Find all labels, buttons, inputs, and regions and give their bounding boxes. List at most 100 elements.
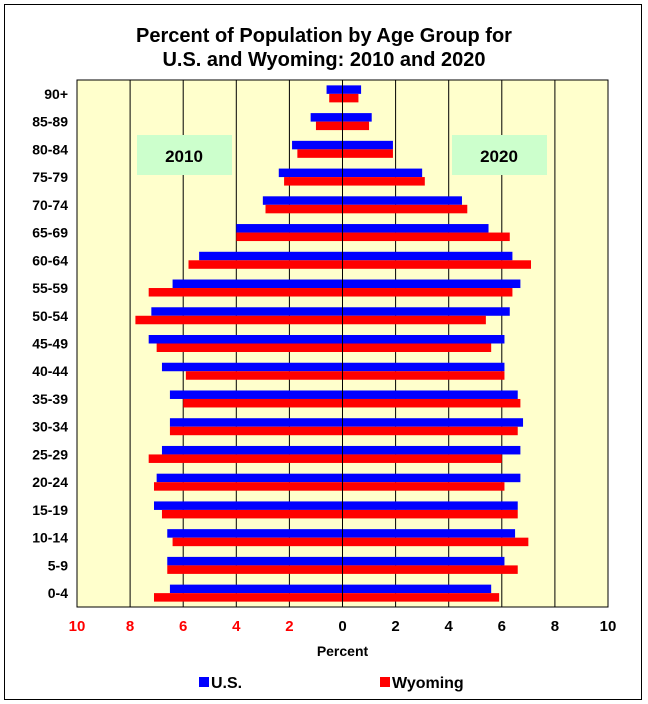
bar-u-s-2010-70-74 <box>262 196 343 205</box>
bar-u-s-2010-55-59 <box>172 279 343 289</box>
panel-label-boxes: 2010 2020 <box>137 135 547 175</box>
bar-u-s-2010-50-54 <box>151 307 343 316</box>
bar-u-s-2010-60-64 <box>199 251 343 261</box>
bar-wyoming-2010-10-14 <box>172 537 343 547</box>
x-tick-label: 4 <box>232 618 241 635</box>
bar-wyoming-2010-5-9 <box>167 565 343 574</box>
y-tick-label: 20-24 <box>32 474 68 490</box>
bar-u-s-2010-5-9 <box>167 556 343 566</box>
bar-wyoming-2010-35-39 <box>183 398 343 408</box>
plot-border <box>76 79 609 608</box>
bar-wyoming-2010-80-84 <box>297 149 343 158</box>
bar-u-s-2020-75-79 <box>342 168 423 178</box>
bar-wyoming-2020-40-44 <box>342 371 505 380</box>
bar-wyoming-2020-90 <box>342 93 359 103</box>
bar-u-s-2020-25-29 <box>342 445 521 455</box>
y-tick-label: 80-84 <box>32 141 68 157</box>
y-tick-label: 40-44 <box>32 363 68 379</box>
year-label-2020: 2020 <box>480 147 518 166</box>
bar-wyoming-2020-85-89 <box>342 121 370 131</box>
bar-wyoming-2020-20-24 <box>342 482 505 491</box>
bar-wyoming-2020-10-14 <box>342 537 529 547</box>
year-label-2010: 2010 <box>165 147 203 166</box>
chart-title: Percent of Population by Age Group for U… <box>136 25 512 71</box>
bar-wyoming-2020-65-69 <box>342 232 510 242</box>
bar-u-s-2010-30-34 <box>169 418 343 427</box>
y-tick-label: 55-59 <box>32 280 68 296</box>
x-tick-label: 6 <box>498 618 506 635</box>
bar-u-s-2010-0-4 <box>169 584 343 594</box>
bar-u-s-2020-10-14 <box>342 529 516 538</box>
x-tick-label: 0 <box>338 618 346 635</box>
bar-wyoming-2010-15-19 <box>161 509 343 519</box>
bar-u-s-2020-65-69 <box>342 224 489 233</box>
bars <box>135 85 532 602</box>
bar-u-s-2020-0-4 <box>342 584 492 594</box>
bar-u-s-2020-20-24 <box>342 473 521 483</box>
bar-u-s-2020-90 <box>342 85 362 94</box>
bar-wyoming-2010-40-44 <box>185 371 343 380</box>
y-tick-label: 70-74 <box>32 197 68 213</box>
bar-wyoming-2010-60-64 <box>188 260 343 269</box>
year-label-box-2010 <box>137 135 232 175</box>
bar-wyoming-2010-25-29 <box>148 454 343 463</box>
bar-u-s-2020-15-19 <box>342 501 518 510</box>
bar-wyoming-2020-60-64 <box>342 260 532 269</box>
x-tick-label: 8 <box>551 618 559 635</box>
x-axis-label: Percent <box>317 643 369 659</box>
legend-label-us: U.S. <box>211 675 242 692</box>
bar-u-s-2020-40-44 <box>342 362 505 372</box>
bar-u-s-2020-70-74 <box>342 196 462 205</box>
x-tick-label: 6 <box>179 618 187 635</box>
x-tick-label: 10 <box>69 618 86 635</box>
bar-wyoming-2020-80-84 <box>342 149 393 158</box>
bar-u-s-2010-80-84 <box>292 140 343 150</box>
bar-u-s-2020-45-49 <box>342 335 505 344</box>
x-tick-label: 2 <box>391 618 399 635</box>
bar-wyoming-2020-30-34 <box>342 426 518 436</box>
x-tick-labels: 10 8 6 4 2 0 2 4 6 8 10 <box>69 618 617 635</box>
bar-u-s-2010-75-79 <box>278 168 343 178</box>
bar-u-s-2020-60-64 <box>342 251 513 261</box>
bar-u-s-2020-50-54 <box>342 307 510 316</box>
bar-wyoming-2020-45-49 <box>342 343 492 352</box>
bar-wyoming-2020-50-54 <box>342 315 486 325</box>
y-tick-label: 15-19 <box>32 502 68 518</box>
y-tick-label: 75-79 <box>32 169 68 185</box>
y-tick-label: 65-69 <box>32 225 68 241</box>
bar-u-s-2010-90 <box>326 85 343 94</box>
bar-u-s-2020-5-9 <box>342 556 505 566</box>
bar-u-s-2010-10-14 <box>167 529 343 538</box>
x-tick-label: 2 <box>285 618 293 635</box>
x-tick-label: 10 <box>600 618 617 635</box>
year-label-box-2020 <box>452 135 547 175</box>
x-tick-label: 8 <box>126 618 134 635</box>
bar-u-s-2020-30-34 <box>342 418 524 427</box>
bar-u-s-2010-85-89 <box>310 113 343 122</box>
bar-u-s-2010-35-39 <box>169 390 343 399</box>
bar-u-s-2020-85-89 <box>342 113 372 122</box>
bar-u-s-2010-45-49 <box>148 335 343 344</box>
bar-wyoming-2010-0-4 <box>153 593 343 602</box>
y-tick-label: 25-29 <box>32 446 68 462</box>
legend-swatch-us <box>199 677 209 687</box>
y-tick-labels: 0-4 5-9 10-14 15-19 20-24 25-29 30-34 35-39 40-4… <box>32 86 68 601</box>
bar-u-s-2010-15-19 <box>153 501 343 510</box>
bar-u-s-2020-55-59 <box>342 279 521 289</box>
legend: U.S. Wyoming <box>199 675 464 692</box>
y-tick-label: 60-64 <box>32 252 68 268</box>
y-tick-label: 45-49 <box>32 336 68 352</box>
bar-wyoming-2020-70-74 <box>342 204 468 214</box>
bar-wyoming-2010-75-79 <box>284 177 343 186</box>
bar-wyoming-2010-65-69 <box>236 232 343 242</box>
bar-u-s-2020-35-39 <box>342 390 518 399</box>
y-tick-label: 35-39 <box>32 391 68 407</box>
bar-wyoming-2010-70-74 <box>265 204 343 214</box>
bar-wyoming-2020-55-59 <box>342 288 513 297</box>
legend-label-wyoming: Wyoming <box>392 675 464 692</box>
bar-wyoming-2020-35-39 <box>342 398 521 408</box>
bar-u-s-2010-65-69 <box>236 224 343 233</box>
bar-wyoming-2020-15-19 <box>342 509 518 519</box>
bar-u-s-2010-40-44 <box>161 362 343 372</box>
